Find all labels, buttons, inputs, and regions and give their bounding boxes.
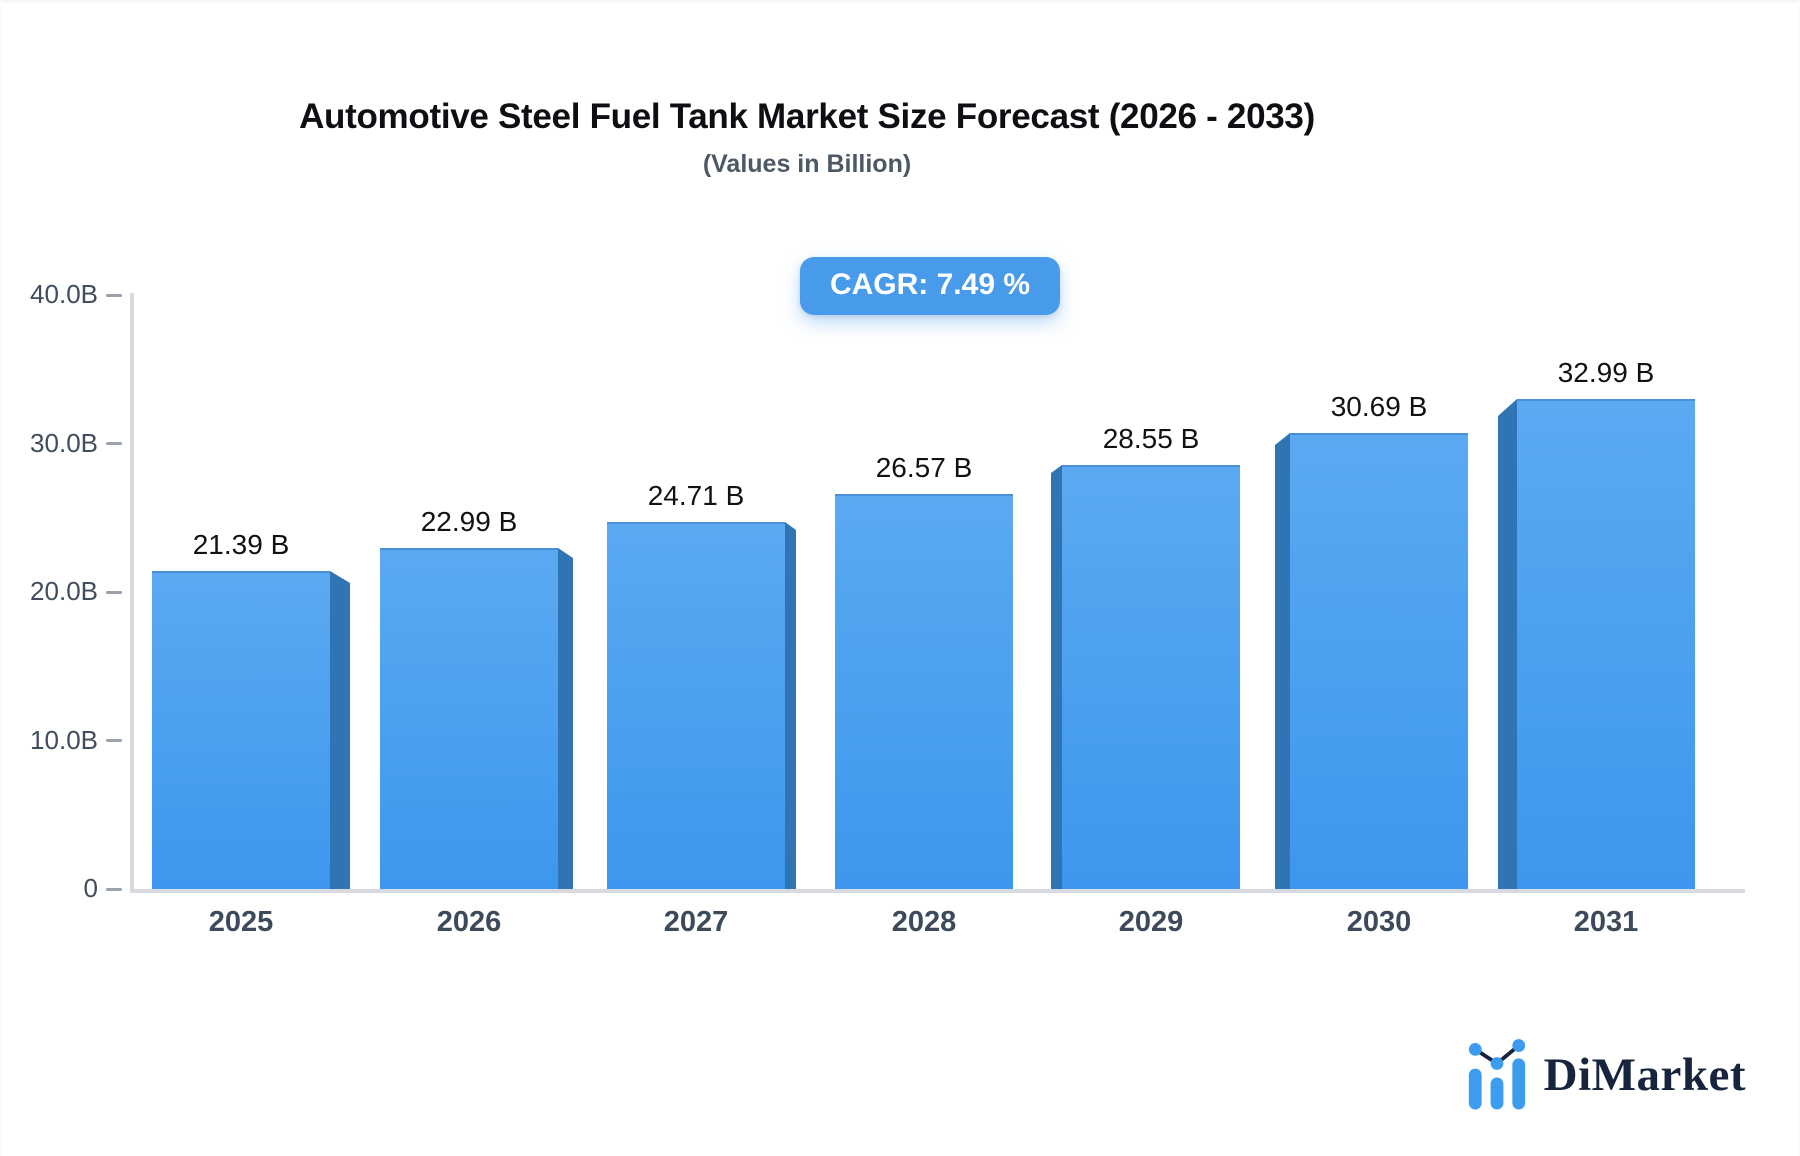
cagr-badge-label: CAGR: 7.49 % xyxy=(829,268,1031,301)
bar-side-face xyxy=(1051,465,1062,889)
chart-subtitle: (Values in Billion) xyxy=(702,150,912,178)
y-tick-label: 40.0B xyxy=(30,279,98,309)
x-tick-label-2028: 2028 xyxy=(891,906,957,938)
x-tick-label-2030: 2030 xyxy=(1346,906,1412,938)
bar-2031[interactable] xyxy=(1498,399,1695,889)
bar-side-face xyxy=(1275,433,1290,889)
x-axis-line xyxy=(130,889,1745,893)
bar-front-face xyxy=(152,571,330,889)
bar-side-face xyxy=(330,571,350,889)
x-tick-label-2025: 2025 xyxy=(208,906,274,938)
bar-side-face xyxy=(558,548,573,889)
bar-front-face xyxy=(1290,433,1468,889)
bar-value-label: 32.99 B xyxy=(1557,357,1655,388)
bar-side-face xyxy=(1498,399,1517,889)
y-axis-line xyxy=(130,293,134,893)
y-tick-dash xyxy=(106,739,122,742)
bar-front-face xyxy=(607,522,785,889)
y-tick-dash xyxy=(106,590,122,594)
bar-front-face xyxy=(380,548,558,889)
bar-front-face xyxy=(1517,399,1695,889)
y-tick-label: 20.0B xyxy=(30,576,98,606)
bar-value-label: 28.55 B xyxy=(1102,423,1200,454)
bar-value-label: 24.71 B xyxy=(647,480,745,511)
y-tick-dash xyxy=(106,442,122,445)
dimarket-logo-text: DiMarket xyxy=(1543,1049,1746,1101)
bar-front-face xyxy=(1062,465,1240,889)
y-tick-label: 0 xyxy=(83,873,98,903)
bar-2027[interactable] xyxy=(607,522,796,889)
bar-2029[interactable] xyxy=(1051,465,1240,889)
bar-value-label: 22.99 B xyxy=(420,506,518,537)
y-tick-label: 30.0B xyxy=(30,427,98,458)
bar-2028[interactable] xyxy=(835,494,1013,889)
bar-2026[interactable] xyxy=(380,548,573,889)
dimarket-logo: DiMarket xyxy=(1465,1037,1746,1113)
bar-value-label: 21.39 B xyxy=(192,529,290,560)
x-tick-label-2027: 2027 xyxy=(663,906,729,938)
bar-front-face xyxy=(835,494,1013,889)
x-tick-label-2031: 2031 xyxy=(1573,906,1639,938)
y-tick-dash xyxy=(106,887,122,891)
y-tick-label: 10.0B xyxy=(30,724,98,755)
bar-value-label: 30.69 B xyxy=(1330,391,1428,422)
x-tick-label-2029: 2029 xyxy=(1118,906,1184,938)
dimarket-logo-icon xyxy=(1468,1039,1525,1110)
bar-side-face xyxy=(785,522,796,889)
y-tick-dash xyxy=(106,293,122,297)
bar-2025[interactable] xyxy=(152,571,350,889)
bar-value-label: 26.57 B xyxy=(875,452,973,483)
x-tick-label-2026: 2026 xyxy=(436,906,502,938)
bar-2030[interactable] xyxy=(1275,433,1468,889)
cagr-badge: CAGR: 7.49 % xyxy=(799,257,1061,315)
chart-title: Automotive Steel Fuel Tank Market Size F… xyxy=(299,97,1315,136)
